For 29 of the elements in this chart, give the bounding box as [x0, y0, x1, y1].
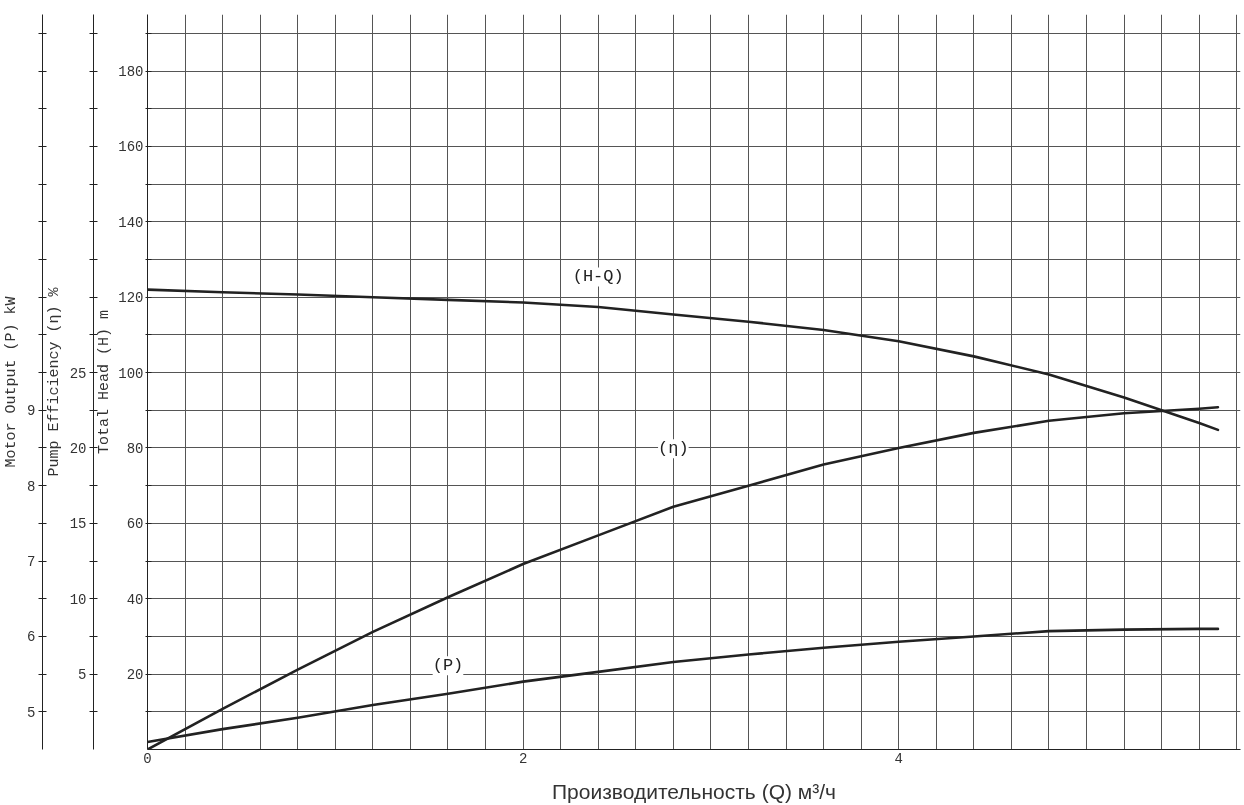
y3-tick-label: 5 — [27, 704, 36, 721]
y-tick-label: 180 — [118, 64, 144, 81]
y-tick-label: 120 — [118, 290, 144, 307]
y3-tick-label: 6 — [27, 629, 36, 646]
y2-tick-label: 20 — [69, 440, 87, 457]
y2-tick-label: 15 — [69, 516, 87, 533]
y3-axis-title: Motor Output (P) kW — [3, 296, 21, 468]
y3-tick-label: 8 — [27, 478, 36, 495]
x-axis-title: Производительность (Q) м³/ч — [551, 779, 837, 803]
y3-tick-label: 7 — [27, 554, 36, 571]
y-tick-label: 60 — [126, 516, 144, 533]
y2-tick-label: 5 — [78, 667, 87, 684]
y-axis-title: Total Head (H) m — [96, 309, 114, 455]
y-tick-label: 140 — [118, 214, 144, 231]
y2-tick-label: 10 — [69, 591, 87, 608]
series-label: (P) — [432, 656, 464, 676]
x-tick-label: 2 — [518, 750, 528, 767]
text: (η) — [658, 439, 689, 459]
y3-tick-label: 9 — [27, 403, 36, 420]
y-tick-label: 40 — [126, 591, 144, 608]
x-tick-label: 0 — [143, 750, 152, 767]
y2-tick-label: 25 — [69, 365, 87, 382]
y-tick-label: 80 — [126, 440, 144, 457]
series-label: (H-Q) — [572, 267, 624, 287]
y-tick-label: 160 — [118, 139, 144, 156]
y-tick-label: 20 — [126, 667, 144, 684]
y2-axis-title: Pump Efficiency (η) % — [45, 286, 63, 477]
y-tick-label: 100 — [118, 365, 144, 382]
x-tick-label: 4 — [894, 750, 903, 767]
